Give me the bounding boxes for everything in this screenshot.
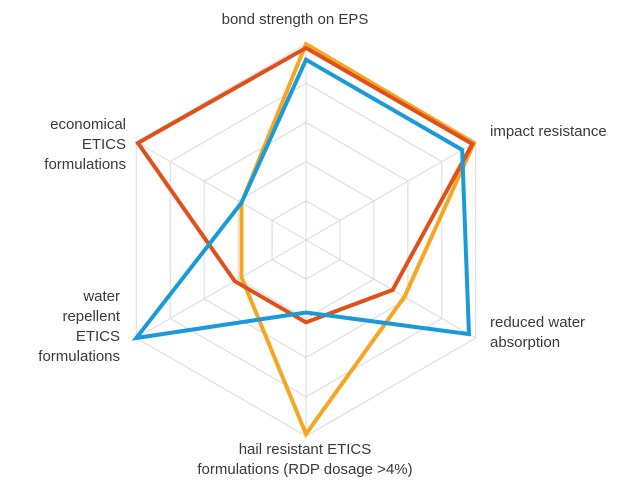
axis-label-impact-resistance: impact resistance bbox=[490, 123, 607, 140]
series-line-1 bbox=[135, 45, 476, 325]
grid-spoke-4 bbox=[136, 239, 307, 339]
axis-label-bond-strength: bond strength on EPS bbox=[221, 11, 369, 28]
series-line-2 bbox=[131, 56, 472, 341]
axis-label-water-repellent: water repellent ETICS formulations bbox=[38, 288, 120, 365]
axis-label-reduced-water-absorption: reduced water absorption bbox=[490, 314, 586, 351]
axis-label-hail-resistant: hail resistant ETICS formulations (RDP d… bbox=[197, 441, 413, 478]
grid-spoke-1 bbox=[305, 141, 476, 241]
axis-label-economical: economical ETICS formulations bbox=[44, 116, 126, 173]
series-line-0 bbox=[239, 41, 477, 439]
grid-spoke-5 bbox=[136, 141, 307, 241]
